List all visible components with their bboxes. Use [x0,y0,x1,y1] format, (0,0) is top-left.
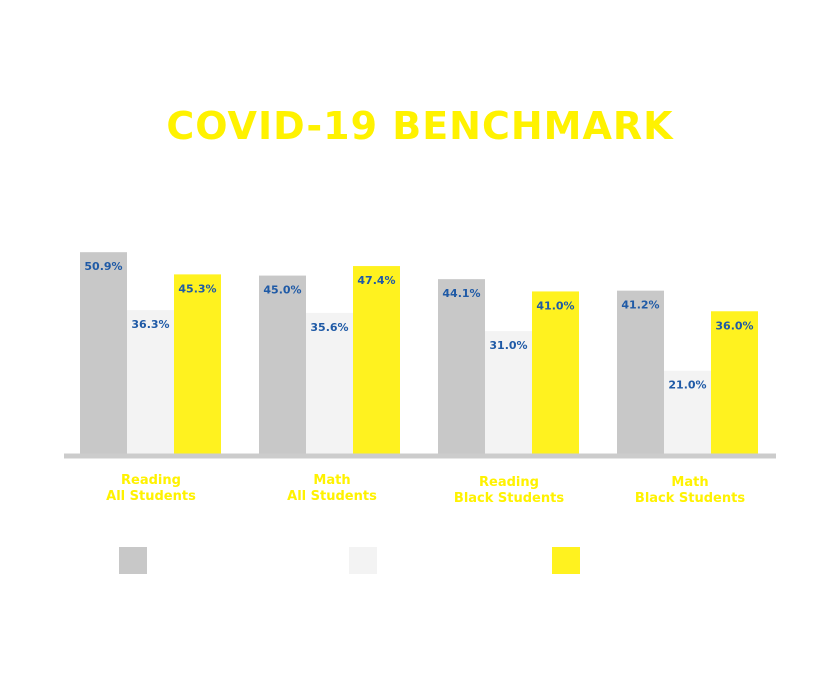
value-label-s0-c3: 41.2% [621,299,659,312]
value-label-s0-c2: 44.1% [442,287,480,300]
value-label-s0-c0: 50.9% [84,260,122,273]
bar-s0-c3 [617,290,664,454]
category-label-1-line-0: Math [313,473,350,488]
bar-s2-c1 [353,266,400,454]
legend-swatch-1 [349,547,377,574]
value-label-s2-c1: 47.4% [357,274,395,287]
value-label-s2-c3: 36.0% [715,319,753,332]
bar-s1-c3 [664,370,711,454]
bar-s0-c2 [438,279,485,454]
bar-s2-c2 [532,291,579,454]
category-label-2-line-1: Black Students [454,491,564,506]
bars-layer [80,252,758,454]
category-label-0-line-0: Reading [121,473,181,488]
value-label-s1-c3: 21.0% [668,379,706,392]
value-label-s1-c2: 31.0% [489,339,527,352]
value-label-s2-c0: 45.3% [178,282,216,295]
value-label-s1-c0: 36.3% [131,318,169,331]
bar-s1-c0 [127,310,174,454]
category-label-3-line-0: Math [671,475,708,490]
value-label-s1-c1: 35.6% [310,321,348,334]
category-label-1-line-1: All Students [287,489,377,504]
legend-swatch-2 [552,547,580,574]
chart-title: COVID-19 BENCHMARK [166,104,674,148]
bar-s1-c1 [306,312,353,454]
bar-s2-c0 [174,274,221,454]
bar-s0-c1 [259,275,306,454]
legend [119,547,580,574]
value-label-s2-c2: 41.0% [536,299,574,312]
category-label-2-line-0: Reading [479,475,539,490]
value-labels-layer: 50.9% 45.0% 44.1% 41.2% 36.3% 35.6% 31.0% 21.0%… [84,260,753,392]
bar-s1-c2 [485,331,532,454]
legend-swatch-0 [119,547,147,574]
bar-s2-c3 [711,311,758,454]
bar-s0-c0 [80,252,127,454]
category-label-0-line-1: All Students [106,489,196,504]
category-label-3-line-1: Black Students [635,491,745,506]
value-label-s0-c1: 45.0% [263,284,301,297]
